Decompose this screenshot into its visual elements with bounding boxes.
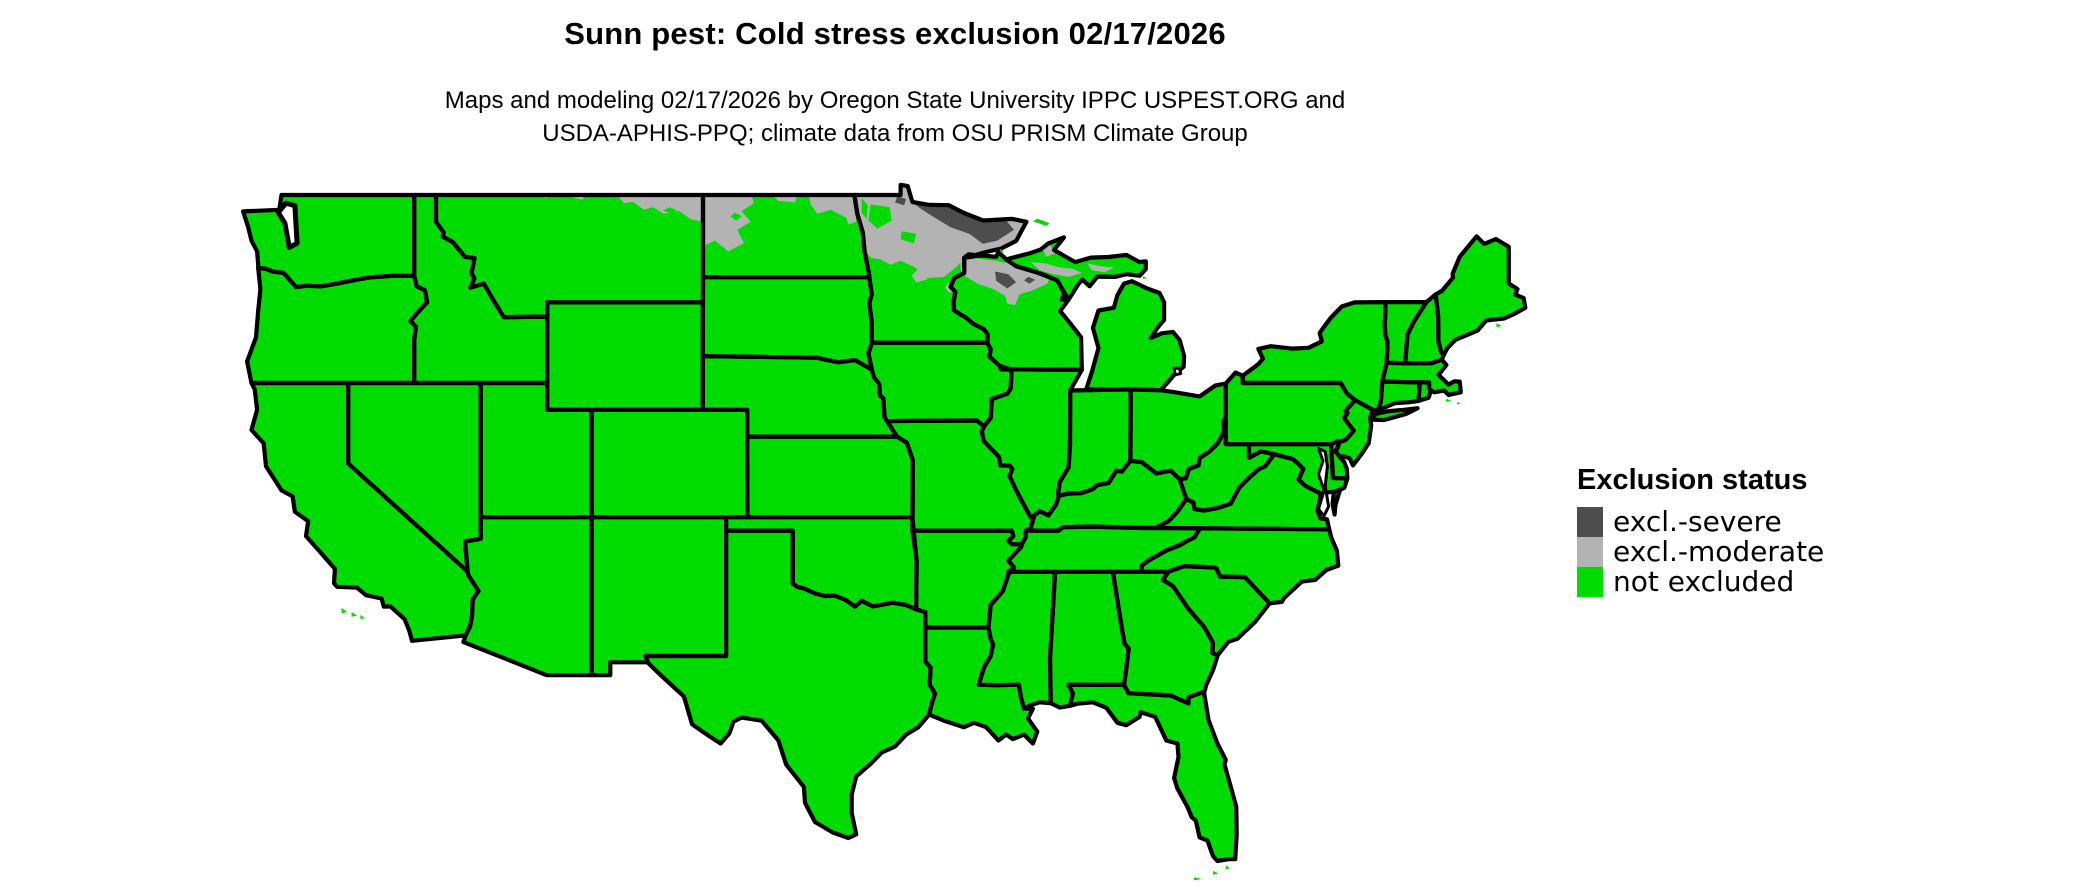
state-ut: [480, 383, 592, 518]
state-ar: [912, 530, 1022, 628]
legend-item-label: excl.-severe: [1613, 505, 1782, 538]
zone-not-excluded-hole: [900, 231, 917, 244]
border-ct: [1376, 379, 1422, 412]
map-subtitle: Maps and modeling 02/17/2026 by Oregon S…: [0, 84, 1790, 150]
state-nv: [348, 383, 481, 572]
state-nm: [591, 517, 727, 676]
state-nh: [1405, 294, 1445, 364]
island: [360, 614, 365, 619]
state-fl: [1068, 684, 1237, 861]
state-ok: [726, 517, 917, 610]
zone-excl-severe: [912, 202, 1014, 244]
border-az: [461, 515, 594, 678]
zone-not-excluded-hole: [868, 204, 892, 229]
legend-items: excl.-severe excl.-moderate not excluded: [1577, 507, 1824, 597]
zone-excl-moderate: [852, 184, 1029, 279]
state-or: [247, 268, 428, 383]
water-body: [1317, 447, 1331, 518]
legend-item: not excluded: [1577, 567, 1824, 597]
border-ms: [976, 569, 1058, 711]
legend-item: excl.-severe: [1577, 507, 1824, 537]
legend-title: Exclusion status: [1577, 464, 1808, 496]
exclusion-zones: [538, 184, 1114, 306]
island: [1032, 218, 1050, 226]
island: [1496, 323, 1502, 328]
island: [1213, 870, 1219, 875]
zone-excl-moderate: [1087, 263, 1114, 273]
legend-item-label: excl.-moderate: [1613, 535, 1825, 568]
state-wy: [547, 302, 703, 410]
state-ca: [251, 383, 479, 641]
state-in: [1058, 389, 1131, 496]
zone-excl-moderate: [911, 268, 928, 283]
border-me: [1433, 234, 1528, 357]
state-up: [1006, 237, 1146, 300]
island: [1457, 401, 1461, 405]
zone-excl-moderate: [808, 192, 857, 225]
zone-not-excluded-hole: [861, 197, 868, 220]
zone-not-excluded-hole: [730, 212, 742, 221]
state-lp: [1086, 281, 1185, 391]
island: [1445, 398, 1452, 402]
state-ks: [747, 436, 913, 518]
state-co: [591, 409, 748, 518]
border-nj: [1333, 398, 1376, 468]
border-li: [1368, 406, 1420, 423]
state-ms: [978, 571, 1056, 709]
zone-excl-moderate: [1030, 262, 1082, 277]
zone-excl-moderate: [703, 192, 754, 252]
subtitle-line-1: Maps and modeling 02/17/2026 by Oregon S…: [444, 87, 1346, 114]
border-nc: [1139, 526, 1341, 606]
legend-swatch-2: [1577, 567, 1603, 597]
state-ga: [1112, 571, 1218, 704]
state-nc: [1141, 528, 1339, 604]
legend: Exclusion status excl.-severe excl.-moder…: [1577, 464, 1824, 597]
island: [351, 612, 358, 617]
zone-excl-moderate: [615, 192, 703, 222]
border-fl: [1066, 682, 1239, 864]
border-tx: [643, 528, 938, 841]
state-id: [410, 195, 548, 383]
border-up: [1004, 235, 1148, 302]
page-title: Sunn pest: Cold stress exclusion 02/17/2…: [564, 16, 1226, 51]
legend-item-label: not excluded: [1613, 565, 1795, 598]
state-ct: [1378, 381, 1420, 410]
state-ky: [1028, 460, 1187, 531]
island: [341, 607, 348, 614]
island: [1194, 877, 1202, 881]
zone-excl-severe: [995, 271, 1017, 289]
legend-swatch-1: [1577, 537, 1603, 567]
state-il: [981, 369, 1082, 518]
zone-excl-severe: [1024, 276, 1036, 284]
island: [1225, 865, 1230, 870]
state-me: [1435, 236, 1526, 355]
state-tx: [645, 530, 936, 838]
state-pa: [1225, 372, 1356, 445]
legend-swatch-0: [1577, 507, 1603, 537]
water-body: [1172, 366, 1183, 377]
state-az: [463, 517, 592, 676]
state-sd: [702, 277, 872, 370]
water-body: [275, 200, 300, 250]
state-tn: [1008, 526, 1201, 572]
zone-excl-severe: [895, 196, 907, 206]
state-ny: [1242, 302, 1388, 411]
zone-not-excluded-hole: [662, 207, 678, 214]
state-ia: [868, 342, 1012, 427]
subtitle-line-2: USDA-APHIS-PPQ; climate data from OSU PR…: [542, 120, 1248, 147]
legend-item: excl.-moderate: [1577, 537, 1824, 567]
island: [999, 248, 1004, 253]
state-mt: [436, 195, 703, 318]
island: [1142, 276, 1148, 279]
state-ne: [702, 356, 898, 437]
state-mo: [886, 420, 1034, 545]
state-al: [1050, 571, 1129, 708]
state-wv: [1179, 419, 1275, 511]
